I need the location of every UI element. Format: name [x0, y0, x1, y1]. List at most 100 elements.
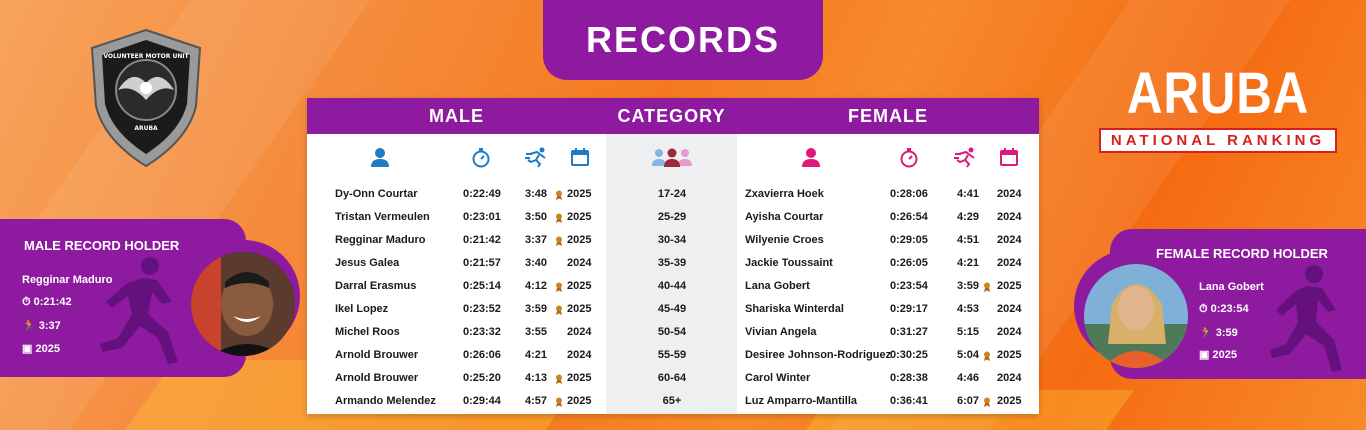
cell-f-year: 2025 — [997, 395, 1022, 407]
male-holder-title: MALE RECORD HOLDER — [24, 238, 180, 253]
cell-m-year: 2024 — [567, 349, 592, 361]
cell-m-pace: 3:50 — [525, 211, 548, 223]
page-title: RECORDS — [585, 19, 781, 60]
medal-icon — [556, 213, 562, 223]
cell-m-year: 2024 — [567, 326, 592, 338]
cell-f-time: 0:36:41 — [890, 395, 928, 407]
cell-f-name: Zxavierra Hoek — [745, 188, 824, 200]
cell-m-year: 2025 — [567, 234, 592, 246]
brand-subtitle: NATIONAL RANKING — [1099, 128, 1337, 153]
cell-f-name: Carol Winter — [745, 372, 811, 384]
medal-icon — [556, 236, 562, 246]
stopwatch-icon: ⏱ — [22, 296, 31, 308]
male-holder-year: 2025 — [35, 343, 60, 355]
female-holder-pace: 3:59 — [1215, 327, 1238, 339]
runner-icon — [525, 147, 546, 168]
cell-category: 40-44 — [657, 280, 687, 292]
female-holder-year: 2025 — [1212, 349, 1237, 361]
cell-m-time: 0:23:52 — [463, 303, 501, 315]
cell-category: 65+ — [662, 395, 682, 407]
cell-f-time: 0:29:17 — [890, 303, 928, 315]
cell-f-name: Desiree Johnson-Rodriguez — [745, 349, 892, 361]
cell-f-time: 0:31:27 — [890, 326, 928, 338]
female-header: FEMALE — [848, 105, 928, 126]
cell-f-name: Ayisha Courtar — [745, 211, 824, 223]
table-row: Dy-Onn Courtar 0:22:49 3:48 2025 17-24 Zxavie… — [307, 184, 1039, 207]
table-row: Michel Roos 0:23:32 3:55 2024 50-54 Vivian An… — [307, 322, 1039, 345]
female-holder-time: 0:23:54 — [1210, 303, 1249, 315]
cell-f-pace: 4:41 — [957, 188, 980, 200]
cell-m-time: 0:23:32 — [463, 326, 501, 338]
cell-m-time: 0:29:44 — [463, 395, 501, 407]
cell-f-year: 2024 — [997, 188, 1022, 200]
records-table: MALE CATEGORY FEMALE Dy-Onn Courtar 0:22:… — [307, 98, 1039, 414]
cell-m-name: Armando Melendez — [335, 395, 436, 407]
cell-category: 55-59 — [657, 349, 687, 361]
runner-silhouette — [100, 257, 178, 364]
table-row: Regginar Maduro 0:21:42 3:37 2025 30-34 Wilye… — [307, 230, 1039, 253]
cell-m-name: Arnold Brouwer — [335, 349, 419, 361]
cell-m-year: 2025 — [567, 303, 592, 315]
aruba-brand: ARUBA NATIONAL RANKING — [1098, 65, 1338, 153]
medal-icon — [984, 282, 990, 292]
group-icon — [652, 148, 692, 167]
female-holder-pace-row: 🏃 3:59 — [1199, 326, 1238, 339]
cell-f-name: Lana Gobert — [745, 280, 810, 292]
cell-f-year: 2024 — [997, 372, 1022, 384]
calendar-icon — [1000, 148, 1018, 166]
table-row: Tristan Vermeulen 0:23:01 3:50 2025 25-29 Ayi… — [307, 207, 1039, 230]
cell-f-pace: 4:53 — [957, 303, 980, 315]
avatar — [1084, 264, 1188, 368]
cell-f-year: 2024 — [997, 234, 1022, 246]
cell-f-time: 0:26:05 — [890, 257, 928, 269]
medal-icon — [556, 305, 562, 315]
cell-m-time: 0:26:06 — [463, 349, 501, 361]
cell-m-year: 2025 — [567, 395, 592, 407]
cell-m-time: 0:21:57 — [463, 257, 501, 269]
cell-f-pace: 4:21 — [957, 257, 980, 269]
male-holder-time: 0:21:42 — [33, 296, 72, 308]
cell-m-year: 2025 — [567, 188, 592, 200]
table-header: MALE CATEGORY FEMALE — [307, 98, 1039, 134]
cell-category: 45-49 — [657, 303, 687, 315]
cell-category: 50-54 — [657, 326, 687, 338]
person-icon — [371, 148, 389, 167]
runner-icon — [954, 147, 975, 168]
cell-f-name: Vivian Angela — [745, 326, 817, 338]
cell-f-time: 0:26:54 — [890, 211, 928, 223]
cell-f-time: 0:30:25 — [890, 349, 928, 361]
cell-m-time: 0:25:14 — [463, 280, 501, 292]
cell-category: 25-29 — [657, 211, 687, 223]
category-column-bg — [606, 134, 737, 414]
cell-m-pace: 4:12 — [525, 280, 548, 292]
person-icon — [802, 148, 820, 167]
cell-m-pace: 4:21 — [525, 349, 548, 361]
cell-m-year: 2024 — [567, 257, 592, 269]
logo-text: ARUBA — [134, 125, 158, 132]
medal-icon — [556, 190, 562, 200]
medal-icon — [556, 374, 562, 384]
cell-category: 30-34 — [657, 234, 687, 246]
cell-m-time: 0:22:49 — [463, 188, 501, 200]
cell-f-name: Jackie Toussaint — [745, 257, 833, 269]
female-holder-title: FEMALE RECORD HOLDER — [1156, 246, 1328, 261]
category-header: CATEGORY — [617, 105, 726, 126]
cell-m-name: Darral Erasmus — [335, 280, 417, 292]
female-holder-year-row: ▣ 2025 — [1199, 348, 1237, 361]
cell-f-pace: 6:07 — [957, 395, 980, 407]
female-holder-time-row: ⏱ 0:23:54 — [1199, 303, 1249, 316]
icon-row — [307, 134, 1039, 178]
female-holder-name: Lana Gobert — [1199, 281, 1264, 293]
cell-f-name: Wilyenie Croes — [745, 234, 824, 246]
cell-category: 60-64 — [657, 372, 687, 384]
cell-m-time: 0:21:42 — [463, 234, 501, 246]
volunteer-motor-unit-logo: VOLUNTEER MOTOR UNIT ARUBA — [90, 28, 202, 168]
medal-icon — [984, 351, 990, 361]
cell-m-year: 2025 — [567, 211, 592, 223]
calendar-icon: ▣ — [1199, 349, 1210, 361]
cell-m-pace: 3:37 — [525, 234, 548, 246]
table-row: Ikel Lopez 0:23:52 3:59 2025 45-49 Shariska W… — [307, 299, 1039, 322]
records-header: RECORDS — [543, 0, 823, 80]
cell-m-pace: 3:55 — [525, 326, 548, 338]
cell-m-pace: 3:40 — [525, 257, 548, 269]
